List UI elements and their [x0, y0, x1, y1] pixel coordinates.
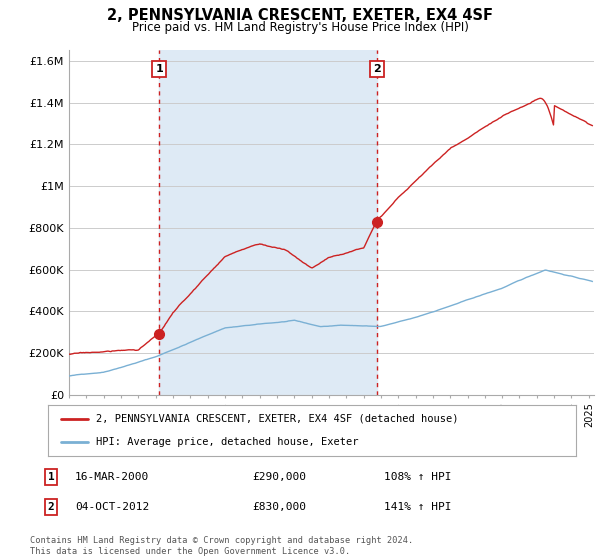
Text: 16-MAR-2000: 16-MAR-2000 — [75, 472, 149, 482]
Bar — [159, 50, 377, 395]
Text: £830,000: £830,000 — [252, 502, 306, 512]
Text: 108% ↑ HPI: 108% ↑ HPI — [384, 472, 452, 482]
Text: Price paid vs. HM Land Registry's House Price Index (HPI): Price paid vs. HM Land Registry's House … — [131, 21, 469, 34]
Text: £290,000: £290,000 — [252, 472, 306, 482]
Text: Contains HM Land Registry data © Crown copyright and database right 2024.
This d: Contains HM Land Registry data © Crown c… — [30, 536, 413, 556]
Text: 1: 1 — [155, 64, 163, 74]
Text: 1: 1 — [47, 472, 55, 482]
Text: 04-OCT-2012: 04-OCT-2012 — [75, 502, 149, 512]
Text: 2: 2 — [373, 64, 380, 74]
Text: HPI: Average price, detached house, Exeter: HPI: Average price, detached house, Exet… — [95, 437, 358, 447]
Text: 2, PENNSYLVANIA CRESCENT, EXETER, EX4 4SF: 2, PENNSYLVANIA CRESCENT, EXETER, EX4 4S… — [107, 8, 493, 24]
Text: 141% ↑ HPI: 141% ↑ HPI — [384, 502, 452, 512]
Text: 2, PENNSYLVANIA CRESCENT, EXETER, EX4 4SF (detached house): 2, PENNSYLVANIA CRESCENT, EXETER, EX4 4S… — [95, 414, 458, 424]
Text: 2: 2 — [47, 502, 55, 512]
